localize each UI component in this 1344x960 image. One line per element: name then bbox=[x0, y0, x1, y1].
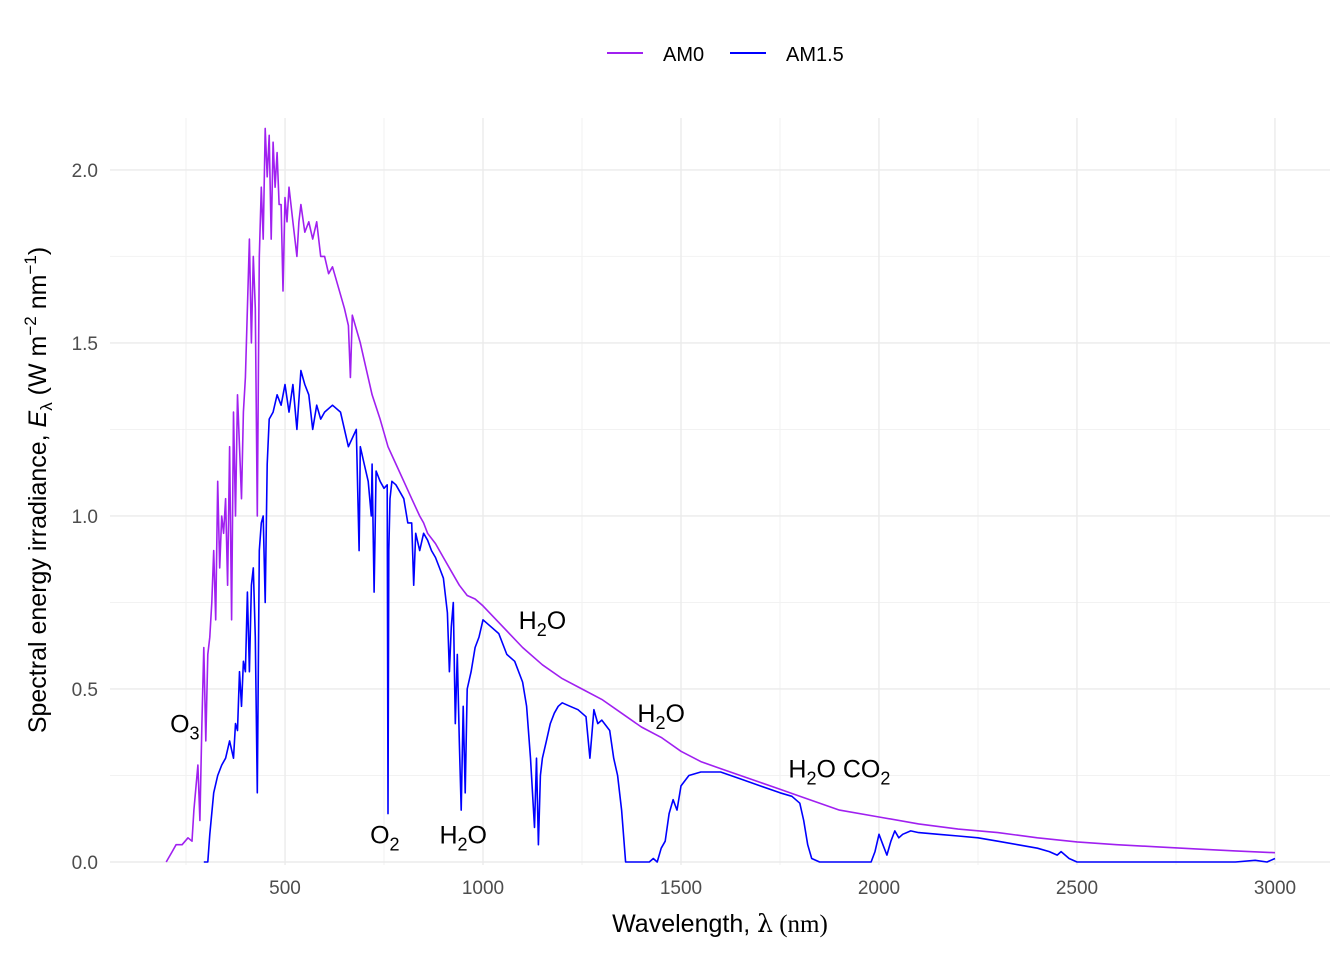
annotation-text: H bbox=[788, 756, 806, 784]
annotation-text: O bbox=[547, 607, 566, 635]
legend: AM0 AM1.5 bbox=[607, 44, 844, 66]
annotation-label: O3 bbox=[170, 711, 199, 744]
x-tick-label: 2000 bbox=[858, 878, 900, 899]
x-tick-label: 3000 bbox=[1254, 878, 1296, 899]
annotation-text: O bbox=[666, 700, 685, 728]
y-axis-ticks: 0.0 0.5 1.0 1.5 2.0 bbox=[72, 161, 98, 874]
annotation-text: O CO bbox=[816, 756, 880, 784]
x-tick-label: 500 bbox=[269, 878, 301, 899]
y-tick-label: 1.5 bbox=[72, 334, 98, 355]
annotation-label: H2O bbox=[519, 607, 567, 640]
annotation-text: O bbox=[170, 711, 189, 739]
legend-label-am0: AM0 bbox=[663, 44, 704, 66]
annotation-label: O2 bbox=[370, 821, 399, 854]
y-tick-label: 0.5 bbox=[72, 680, 98, 701]
series-line-am0 bbox=[165, 127, 1276, 863]
annotation-subscript: 2 bbox=[806, 769, 816, 789]
annotation-text: H bbox=[637, 700, 655, 728]
annotation-text: O bbox=[370, 821, 389, 849]
annotation-label: H2O bbox=[439, 821, 487, 854]
annotation-label: H2O bbox=[637, 700, 685, 733]
x-axis-title: Wavelength, λ (nm) bbox=[612, 909, 828, 938]
x-axis-ticks: 500 1000 1500 2000 2500 3000 bbox=[269, 878, 1296, 899]
y-tick-label: 2.0 bbox=[72, 161, 98, 182]
x-tick-label: 1000 bbox=[462, 878, 504, 899]
annotation-text: H bbox=[439, 821, 457, 849]
y-axis-title: Spectral energy irradiance, Eλ (W m−2 nm… bbox=[21, 247, 56, 733]
annotation-text: O bbox=[468, 821, 487, 849]
annotation-text: H bbox=[519, 607, 537, 635]
annotation-label: H2O CO2 bbox=[788, 756, 890, 789]
annotation-subscript: 2 bbox=[458, 834, 468, 854]
annotation-subscript: 2 bbox=[537, 620, 547, 640]
y-tick-label: 1.0 bbox=[72, 507, 98, 528]
series-line-am15 bbox=[203, 369, 1276, 863]
series-lines bbox=[165, 127, 1276, 863]
annotation-subscript: 3 bbox=[190, 724, 200, 744]
legend-label-am15: AM1.5 bbox=[786, 44, 844, 66]
y-tick-label: 0.0 bbox=[72, 853, 98, 874]
grid bbox=[110, 118, 1330, 865]
x-tick-label: 1500 bbox=[660, 878, 702, 899]
annotation-subscript: 2 bbox=[655, 713, 665, 733]
x-tick-label: 2500 bbox=[1056, 878, 1098, 899]
annotation-subscript: 2 bbox=[880, 769, 890, 789]
annotation-subscript: 2 bbox=[390, 834, 400, 854]
